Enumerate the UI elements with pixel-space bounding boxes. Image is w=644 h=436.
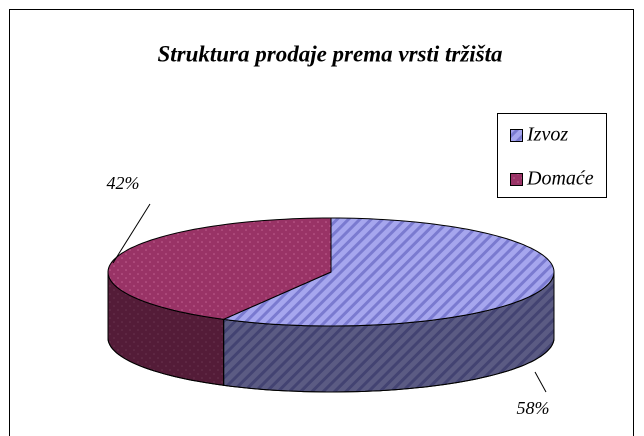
- legend-swatch: [510, 173, 523, 186]
- data-label: 58%: [517, 398, 550, 418]
- data-label: 42%: [107, 173, 140, 193]
- legend-label: Domaće: [526, 168, 594, 190]
- leader-line: [534, 371, 547, 393]
- leader-line: [112, 203, 151, 264]
- legend-label: Izvoz: [526, 124, 568, 146]
- slice: [107, 217, 332, 320]
- slice: [221, 217, 555, 327]
- legend-swatch: [510, 129, 523, 142]
- chart-title: Struktura prodaje prema vrsti tržišta: [157, 41, 502, 66]
